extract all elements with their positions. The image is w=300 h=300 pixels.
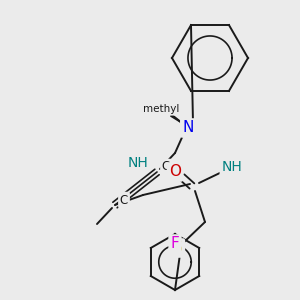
Text: NH: NH [222, 160, 242, 174]
Text: O: O [169, 164, 181, 179]
Text: S: S [173, 241, 183, 256]
Text: C: C [120, 194, 128, 206]
Text: N: N [182, 121, 194, 136]
Text: C: C [162, 160, 170, 173]
Text: methyl: methyl [143, 104, 179, 114]
Text: F: F [171, 236, 179, 251]
Text: NH: NH [128, 156, 148, 170]
